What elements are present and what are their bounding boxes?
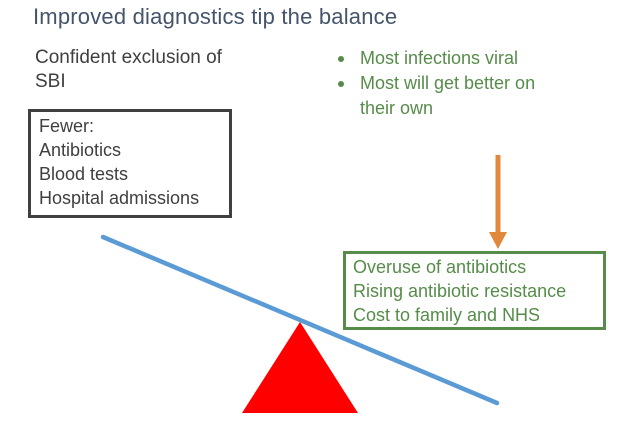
balance-beam-line <box>100 234 500 406</box>
bullet-item: Most infections viral <box>330 46 566 71</box>
bullet-dot-icon <box>338 81 344 87</box>
bullet-text: Most will get better on their own <box>360 73 536 118</box>
bullet-item: Most will get better on their own <box>330 71 566 121</box>
bullet-text: Most infections viral <box>360 48 519 68</box>
down-arrow-head-icon <box>489 232 507 249</box>
fewer-box: Fewer: Antibiotics Blood tests Hospital … <box>28 109 232 218</box>
bullet-list: Most infections viral Most will get bett… <box>330 46 566 121</box>
bullet-dot-icon <box>338 56 344 62</box>
fewer-box-line: Blood tests <box>39 164 129 184</box>
slide-title: Improved diagnostics tip the balance <box>33 4 398 29</box>
fulcrum-triangle <box>242 322 358 413</box>
fewer-box-line: Hospital admissions <box>39 188 200 208</box>
overuse-box: Overuse of antibiotics Rising antibiotic… <box>343 251 606 330</box>
overuse-box-line: Cost to family and NHS <box>353 305 541 325</box>
fewer-box-line: Antibiotics <box>39 140 122 160</box>
left-caption: Confident exclusion of SBI <box>35 47 222 92</box>
fewer-box-line: Fewer: <box>39 116 95 136</box>
overuse-box-line: Overuse of antibiotics <box>353 257 527 277</box>
overuse-box-line: Rising antibiotic resistance <box>353 281 567 301</box>
